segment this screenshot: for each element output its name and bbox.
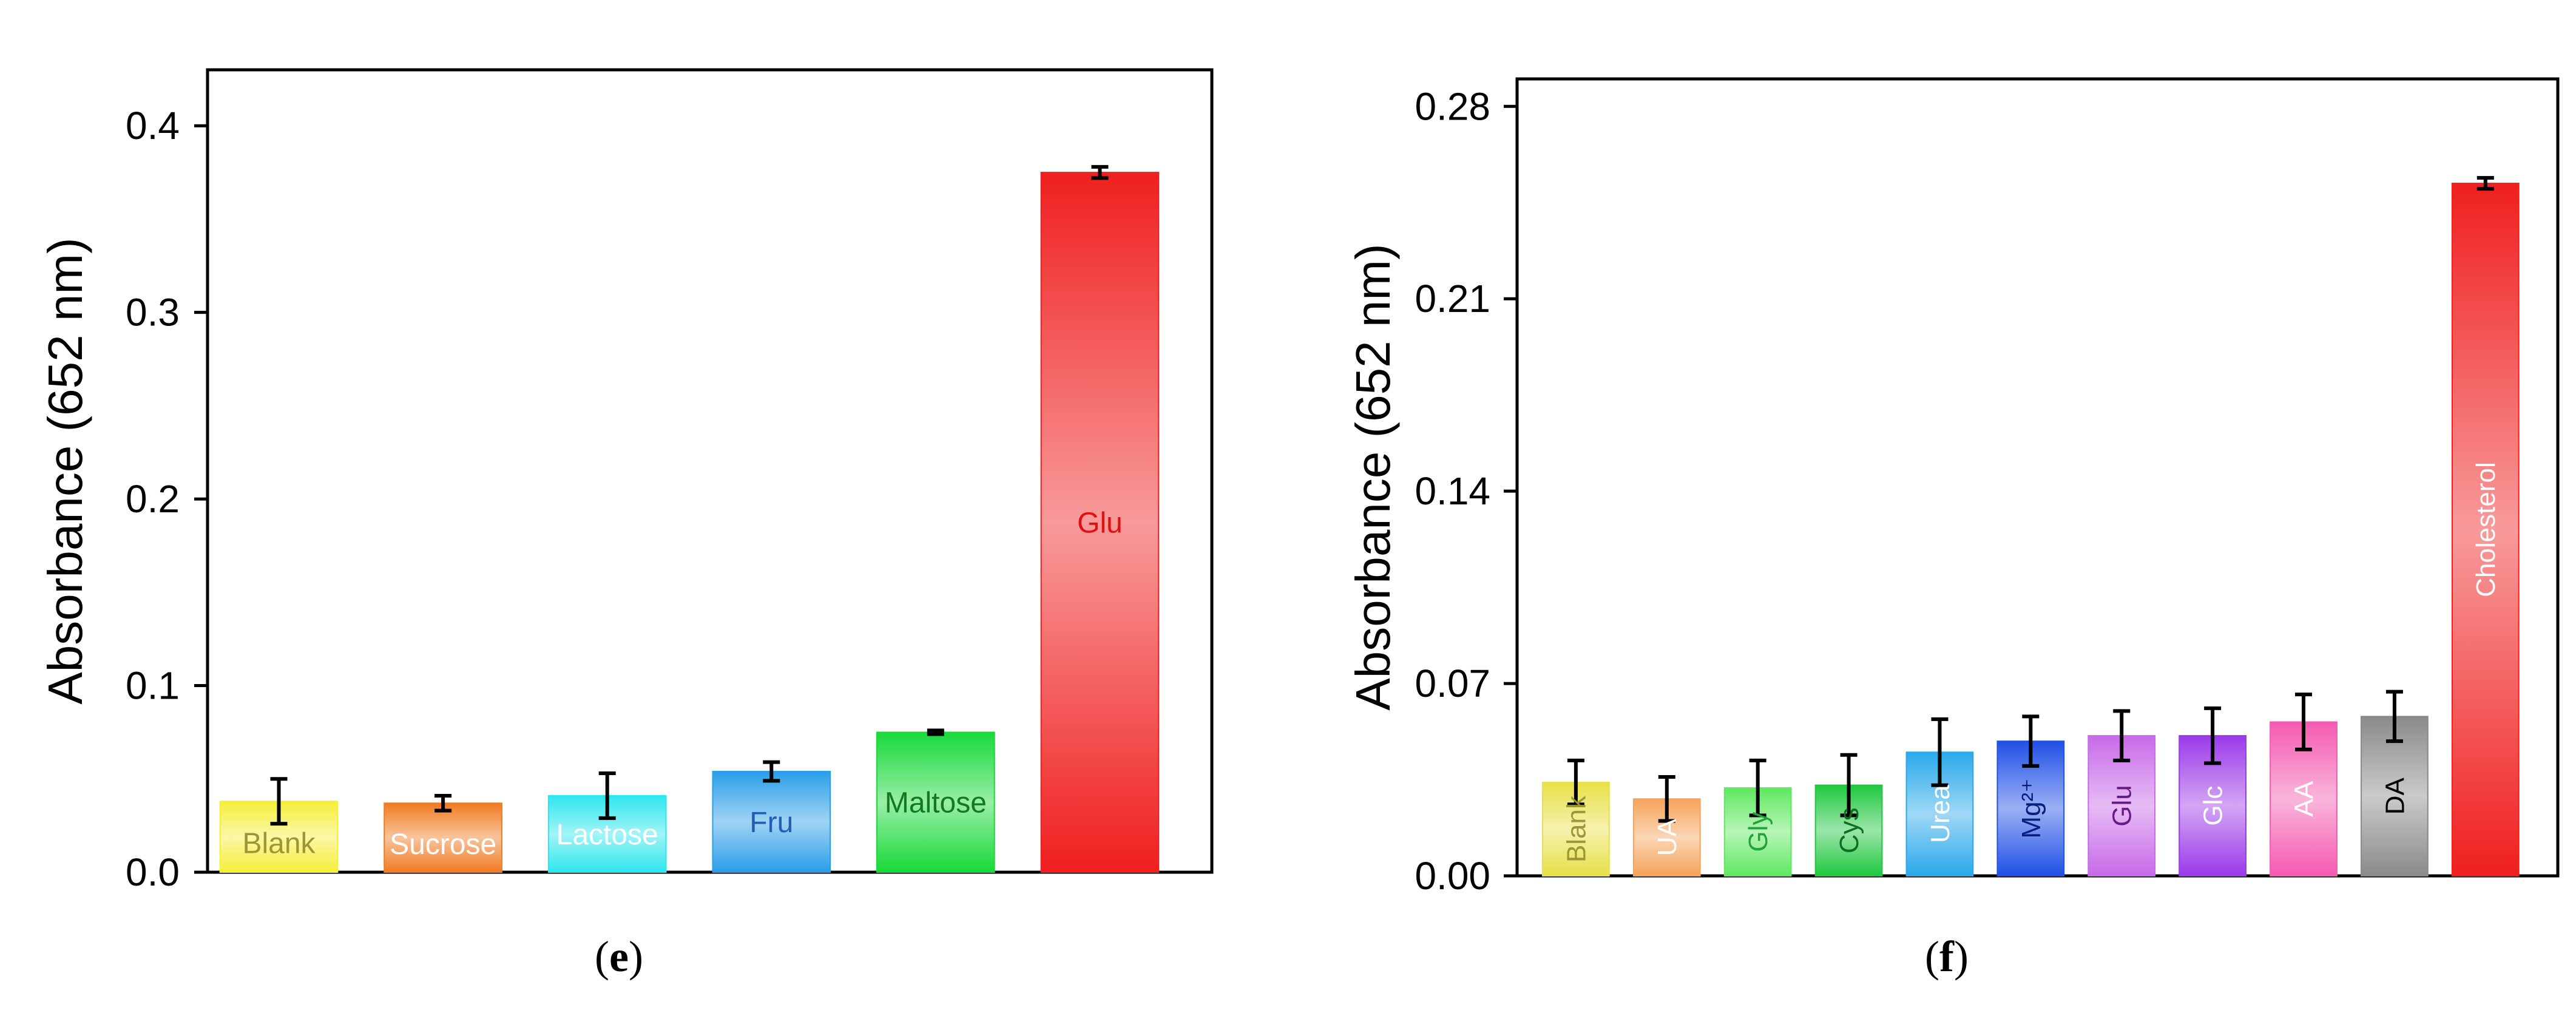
panel-f-bar-label: Blank xyxy=(1561,795,1591,863)
panel-f-bar-label: UA xyxy=(1652,818,1682,856)
panel-f-bar-group: Glu xyxy=(2088,709,2156,877)
panel-f-bar-label: Cys xyxy=(1834,807,1864,853)
panel-e-bar-lactose xyxy=(547,795,667,873)
panel-f-error-bar xyxy=(1567,758,1584,807)
panel-e-y-tick-label: 0.0 xyxy=(126,850,180,894)
panel-e-y-tick-label: 0.1 xyxy=(126,664,180,708)
panel-f-error-bar xyxy=(2204,706,2222,765)
panel-f-y-tick-label: 0.07 xyxy=(1415,662,1490,705)
panel-e-error-bar xyxy=(598,771,616,820)
panel-e-bar-group: Maltose xyxy=(876,728,995,873)
panel-f-error-bar xyxy=(1749,758,1766,818)
panel-f-bar-group: UA xyxy=(1632,775,1701,876)
panel-f-bar-group: AA xyxy=(2270,693,2338,877)
panel-f-error-bar xyxy=(2022,714,2040,768)
panel-f-bar-label: Urea xyxy=(1925,785,1955,843)
panel-e-bar-group: Glu xyxy=(1040,164,1160,873)
panel-f-error-bar xyxy=(1658,775,1675,823)
panel-f-bars: Blank UA Gly Cys Urea Mg²⁺ Glu Glc AA DA Cholester… xyxy=(1542,175,2520,877)
panel-e-bar-group: Lactose xyxy=(547,771,667,873)
panel-f-bar-label: Gly xyxy=(1743,812,1773,852)
panel-e-error-bar xyxy=(1091,164,1109,180)
panel-f-error-bar xyxy=(2113,709,2131,762)
panel-e-chart: 0.0 0.1 0.2 0.3 0.4 Blank Sucrose Lactose Fru Ma… xyxy=(38,68,1214,894)
panel-e-axis-frame xyxy=(206,68,1214,874)
panel-f-bar-group: Cholesterol xyxy=(2451,175,2520,877)
panel-e-y-tick-label: 0.3 xyxy=(126,291,180,334)
panel-e-error-bar xyxy=(927,728,944,736)
panel-f-y-tick-label: 0.28 xyxy=(1415,84,1490,128)
panel-f-error-bar xyxy=(1840,753,1858,818)
panel-f-bar-label: Mg²⁺ xyxy=(2017,779,2046,839)
panel-e-y-axis-label: Absorbance (652 nm) xyxy=(38,237,92,704)
panel-f-bar-label: Glc xyxy=(2199,786,2228,826)
panel-f-bar-blank xyxy=(1542,782,1610,876)
panel-e-bar-label: Lactose xyxy=(556,819,658,851)
panel-f-y-ticks: 0.00 0.07 0.14 0.21 0.28 xyxy=(1415,84,1517,898)
panel-f-bar-group: Blank xyxy=(1542,758,1610,876)
panel-f-error-bar xyxy=(1931,717,1949,787)
panel-e-error-bar xyxy=(270,777,288,826)
panel-e-bar-group: Blank xyxy=(219,777,339,873)
panel-e-bar-label: Fru xyxy=(749,807,793,839)
panel-f-bar-group: Gly xyxy=(1723,758,1792,876)
panel-f-y-tick-label: 0.14 xyxy=(1415,469,1490,513)
panel-e-bar-maltose xyxy=(876,731,995,873)
panel-e-error-bar xyxy=(763,760,780,783)
panel-f-bar-da xyxy=(2361,716,2429,877)
panel-e-bar-group: Sucrose xyxy=(384,793,502,873)
panel-e-bar-label: Sucrose xyxy=(390,829,496,861)
panel-e-y-ticks: 0.0 0.1 0.2 0.3 0.4 xyxy=(126,104,208,894)
panel-e-bar-label: Maltose xyxy=(885,787,987,819)
panel-f-bar-label: AA xyxy=(2289,781,2319,816)
panel-e-error-bar xyxy=(434,793,452,813)
panel-f-error-bar xyxy=(2476,175,2494,191)
panel-e-bars: Blank Sucrose Lactose Fru Maltose Glu xyxy=(219,164,1160,873)
panel-f-caption: (f) xyxy=(1925,932,1969,981)
panel-f-bar-group: DA xyxy=(2361,690,2429,877)
panel-e-bar-fru xyxy=(712,770,831,873)
panel-f-bar-group: Cys xyxy=(1814,753,1883,876)
panel-e-bar-label: Blank xyxy=(242,827,316,859)
panel-f-y-axis-label: Absorbance (652 nm) xyxy=(1346,243,1400,710)
panel-f-y-tick-label: 0.21 xyxy=(1415,277,1490,320)
panel-e-caption: (e) xyxy=(595,932,643,981)
panel-e-bar-group: Fru xyxy=(712,760,831,873)
panel-f-bar-group: Urea xyxy=(1905,717,1974,877)
panel-e-bar-label: Glu xyxy=(1077,507,1123,539)
panel-e-y-tick-label: 0.4 xyxy=(126,104,180,147)
panel-f-bar-label: Cholesterol xyxy=(2471,462,2501,597)
panel-e-y-tick-label: 0.2 xyxy=(126,477,180,521)
panel-f-y-tick-label: 0.00 xyxy=(1415,854,1490,898)
panel-f-bar-label: Glu xyxy=(2108,785,2137,826)
panel-f-bar-group: Mg²⁺ xyxy=(1996,714,2065,877)
panel-f-bar-label: DA xyxy=(2380,777,2410,815)
panel-f-error-bar xyxy=(2385,690,2403,744)
panel-f-chart: 0.00 0.07 0.14 0.21 0.28 Blank UA Gly Cys Urea Mg… xyxy=(1346,77,2560,898)
panel-f-error-bar xyxy=(2295,693,2313,751)
panel-f-bar-group: Glc xyxy=(2179,706,2247,877)
